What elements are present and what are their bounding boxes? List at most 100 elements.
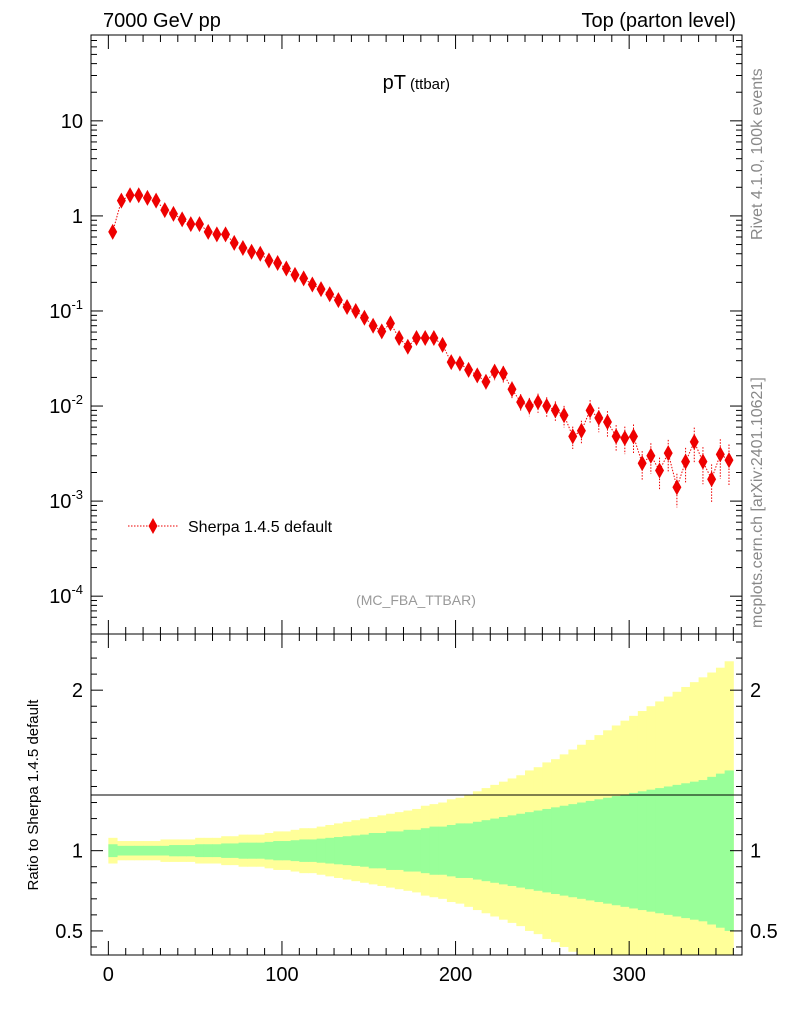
data-point <box>516 394 526 411</box>
ratio-y-tick-label-left: 1 <box>72 841 83 863</box>
data-point <box>576 422 586 439</box>
ratio-y-tick-label-left: 2 <box>72 680 83 702</box>
ratio-inner-band <box>585 800 595 901</box>
ratio-inner-band <box>568 804 578 898</box>
data-point <box>698 453 708 470</box>
data-point <box>655 462 665 479</box>
data-point <box>377 323 387 340</box>
y-tick-exponent: -2 <box>71 392 83 407</box>
ratio-inner-band <box>655 788 665 914</box>
ratio-inner-band <box>490 818 500 883</box>
data-point <box>351 302 361 319</box>
ratio-inner-band <box>264 841 274 860</box>
data-point <box>151 192 161 209</box>
data-point <box>446 354 456 371</box>
data-point <box>342 299 352 316</box>
ratio-inner-band <box>637 791 648 911</box>
ratio-inner-band <box>325 837 335 864</box>
ratio-inner-band <box>542 808 552 893</box>
data-point <box>429 329 439 346</box>
data-point <box>333 292 343 309</box>
data-point <box>368 317 378 334</box>
ratio-inner-band <box>620 794 630 907</box>
ratio-inner-band <box>707 776 717 925</box>
data-point <box>559 407 569 424</box>
ratio-inner-band <box>446 824 457 877</box>
ratio-inner-band <box>611 796 621 906</box>
data-point <box>325 286 335 303</box>
ratio-inner-band <box>342 836 352 866</box>
ratio-inner-band <box>143 845 153 856</box>
x-tick-label: 300 <box>612 964 645 986</box>
ratio-inner-band <box>698 780 708 922</box>
data-point <box>116 192 126 209</box>
data-point <box>438 336 448 353</box>
ratio-inner-band <box>507 815 517 886</box>
ratio-axis-ticks: 0.5 0.5 1 1 2 2 0 100 200 300 <box>55 634 778 986</box>
rivet-label: Rivet 4.1.0, 100k events <box>749 68 766 240</box>
data-point <box>290 266 300 283</box>
ratio-plot: 0.5 0.5 1 1 2 2 0 100 200 300 Ratio to Sherpa 1.4… <box>25 633 778 986</box>
data-point <box>507 381 517 398</box>
data-point <box>212 226 222 243</box>
data-point <box>412 329 421 346</box>
header-left: 7000 GeV pp <box>103 10 221 32</box>
data-point <box>221 226 231 243</box>
ratio-inner-band <box>577 802 587 899</box>
ratio-y-tick-label-right: 1 <box>750 841 761 863</box>
x-tick-label: 0 <box>103 964 114 986</box>
ratio-inner-band <box>308 839 318 862</box>
ratio-inner-band <box>724 770 734 931</box>
data-point <box>203 223 213 240</box>
data-point <box>663 445 673 462</box>
main-axis-ticks: 10-4 10-3 10-2 10-1 1 10 <box>49 35 742 634</box>
data-point <box>455 355 465 372</box>
ratio-inner-band <box>438 826 448 875</box>
mcplots-label: mcplots.cern.ch [arXiv:2401.10621] <box>749 377 766 628</box>
ratio-frame <box>90 633 743 956</box>
ratio-inner-band <box>169 845 179 857</box>
data-point <box>264 252 274 269</box>
y-tick-label: 10-2 <box>49 392 83 418</box>
ratio-inner-band <box>681 783 691 919</box>
ratio-inner-band <box>255 842 266 859</box>
ratio-inner-band <box>177 845 187 857</box>
ratio-inner-band <box>629 792 639 909</box>
y-tick-label: 10-3 <box>49 487 83 513</box>
ratio-inner-band <box>525 812 535 890</box>
data-point <box>672 479 682 496</box>
ratio-inner-band <box>151 845 161 856</box>
data-point <box>177 211 187 228</box>
ratio-inner-band <box>715 773 726 928</box>
data-point <box>533 394 543 411</box>
ratio-inner-band <box>108 844 118 858</box>
data-point <box>585 402 595 419</box>
ratio-inner-band <box>646 789 656 912</box>
data-point <box>108 223 118 240</box>
ratio-inner-band <box>672 784 682 917</box>
data-point <box>168 205 178 222</box>
data-point <box>464 361 474 378</box>
y-tick-exponent: -4 <box>71 582 83 597</box>
data-point <box>134 187 144 204</box>
data-point <box>707 471 717 488</box>
ratio-inner-band <box>689 781 700 920</box>
y-tick-label: 10-4 <box>49 582 83 608</box>
x-tick-label: 100 <box>265 964 298 986</box>
ratio-inner-band <box>603 797 613 904</box>
ratio-inner-band <box>125 845 135 856</box>
plot-title-sub: (ttbar) <box>410 76 450 93</box>
ratio-inner-band <box>533 810 543 891</box>
y-tick-exponent: -3 <box>71 487 83 502</box>
data-point <box>568 428 578 445</box>
data-point <box>238 239 248 256</box>
data-point <box>394 329 404 346</box>
data-point <box>498 365 508 382</box>
ratio-inner-band <box>221 843 231 858</box>
ratio-inner-band <box>186 845 196 857</box>
ratio-inner-band <box>134 845 144 856</box>
ratio-y-label: Ratio to Sherpa 1.4.5 default <box>25 699 42 891</box>
series-line <box>112 194 730 489</box>
ratio-inner-band <box>455 823 465 878</box>
data-point <box>611 428 621 445</box>
